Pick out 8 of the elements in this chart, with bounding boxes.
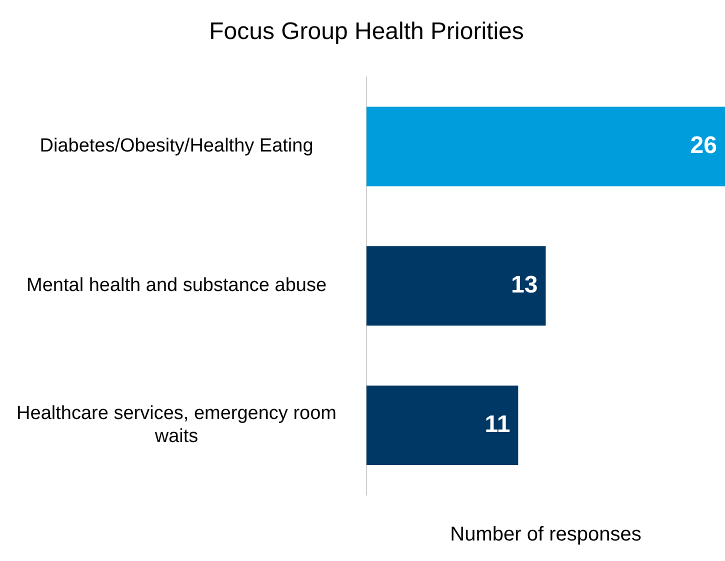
data-label: 11 <box>484 410 510 438</box>
data-label: 26 <box>690 132 717 160</box>
y-tick-label: Diabetes/Obesity/Healthy Eating <box>40 136 314 157</box>
chart-title: Focus Group Health Priorities <box>209 18 524 46</box>
y-tick-label: Healthcare services, emergency room waits <box>16 403 337 447</box>
x-axis-title: Number of responses <box>450 524 642 546</box>
y-tick-label: Mental health and substance abuse <box>26 275 327 296</box>
data-label: 13 <box>511 272 538 299</box>
